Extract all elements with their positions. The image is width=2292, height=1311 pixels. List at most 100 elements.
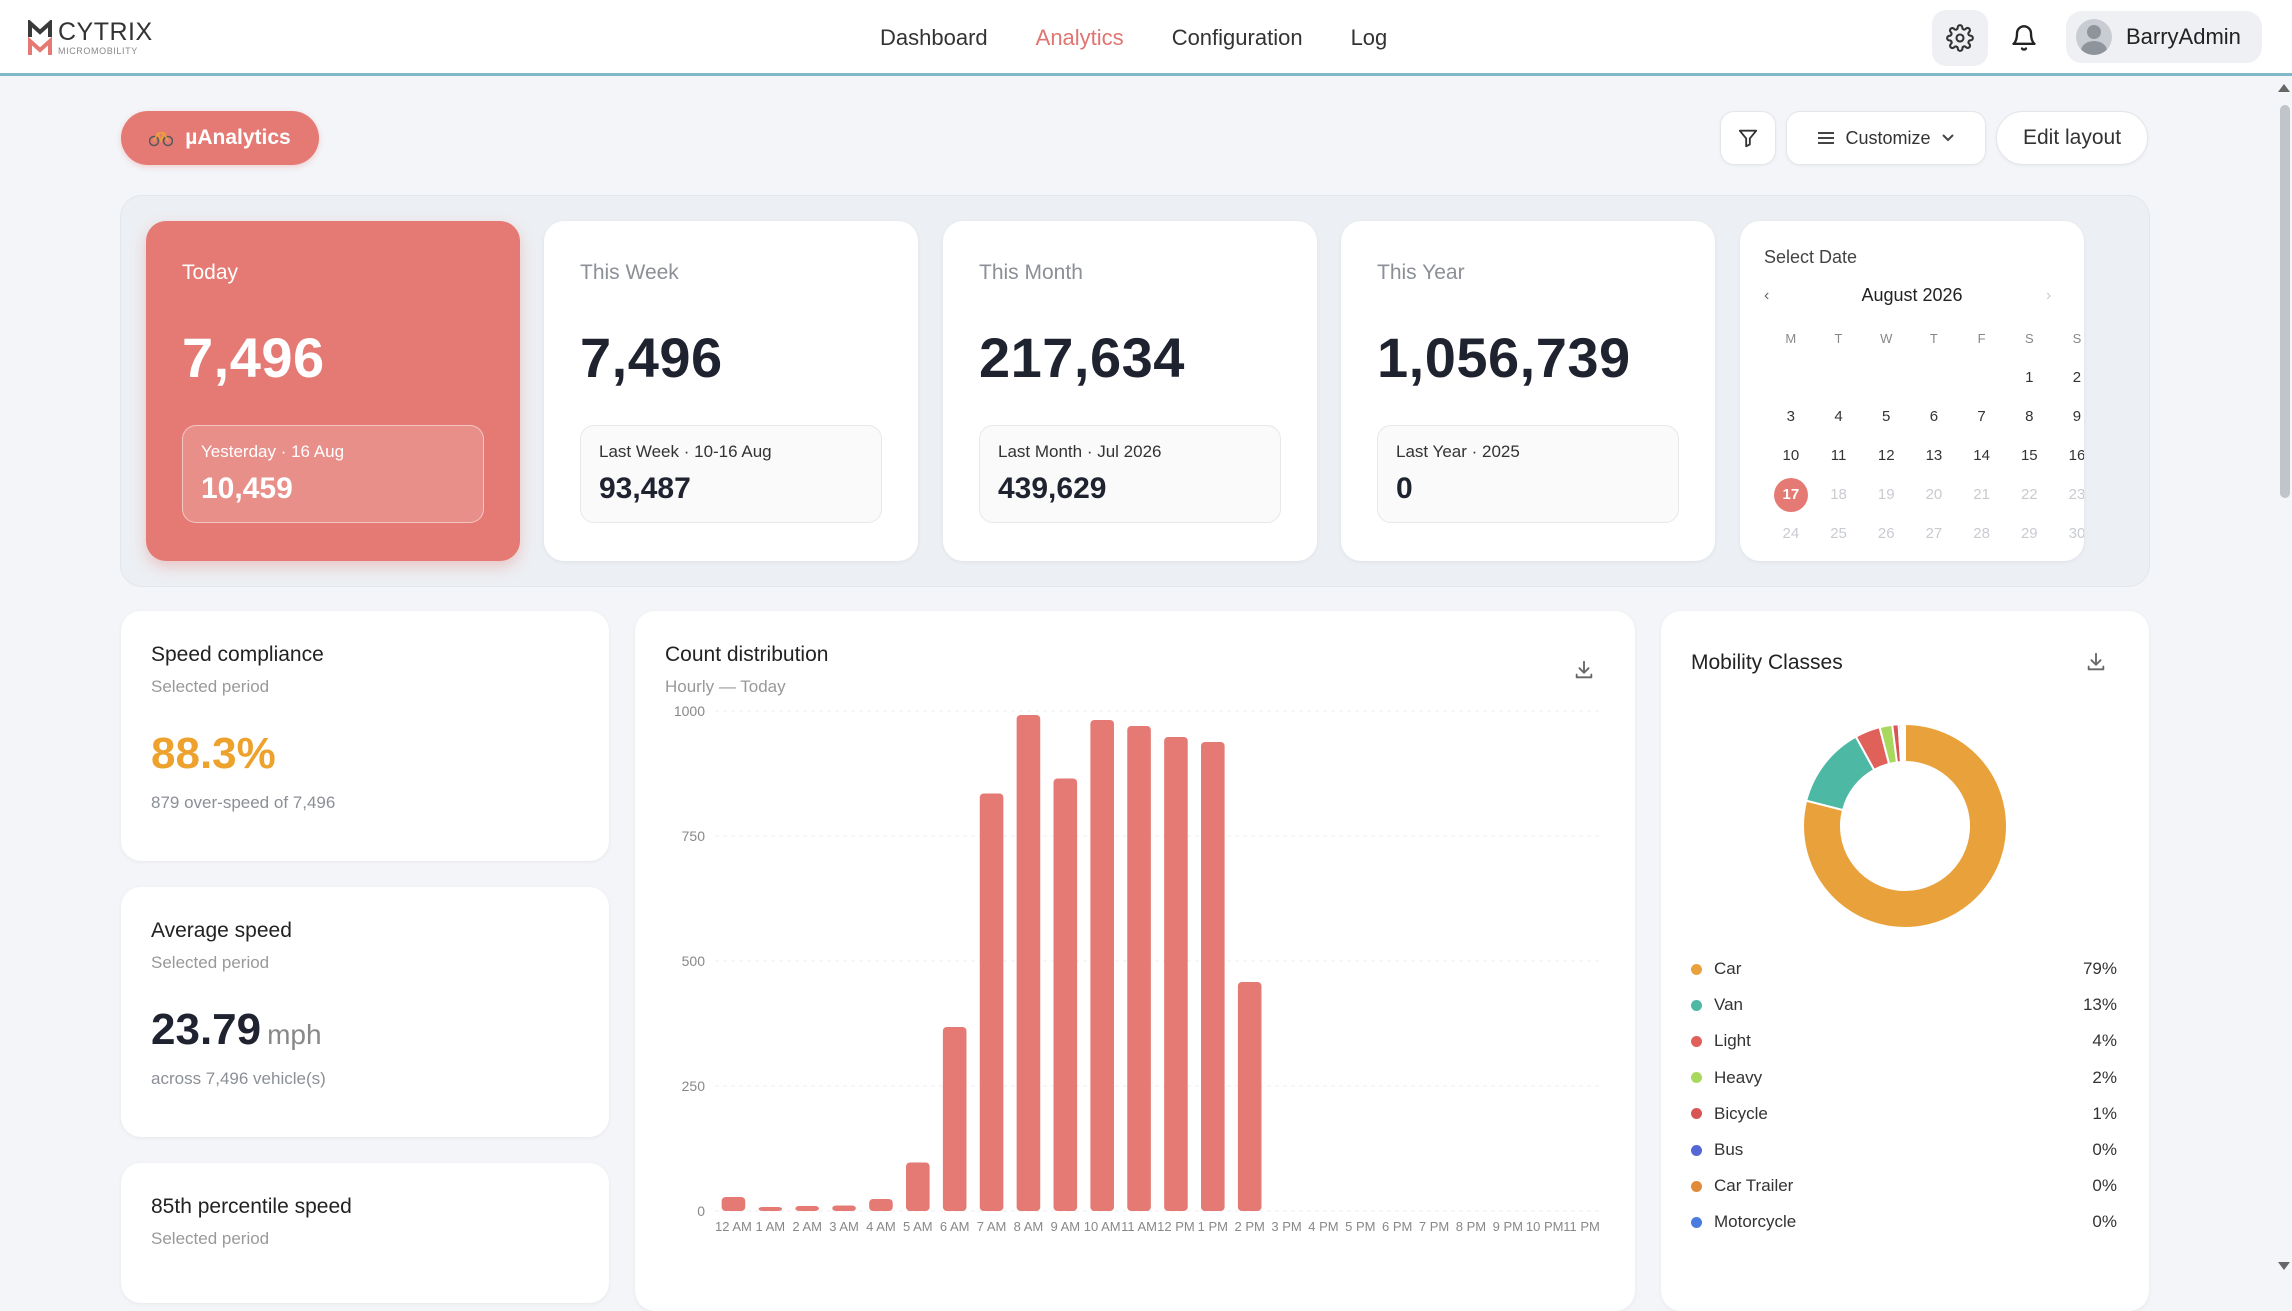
scrollbar-thumb[interactable] xyxy=(2280,105,2290,498)
gear-icon xyxy=(1946,24,1974,52)
calendar-day-number: 11 xyxy=(1830,447,1847,464)
brand-logo[interactable]: CYTRIX MICROMOBILITY xyxy=(28,18,153,58)
kpi-value: 7,496 xyxy=(580,326,723,389)
calendar-day-number: 1 xyxy=(2025,369,2034,386)
legend-swatch xyxy=(1691,1180,1702,1192)
kpi-week-card[interactable]: This Week 7,496 Last Week · 10-16 Aug 93… xyxy=(544,221,918,561)
legend-swatch xyxy=(1691,963,1702,975)
user-menu[interactable]: BarryAdmin xyxy=(2066,11,2262,63)
chevron-left-icon[interactable]: ‹ xyxy=(1764,287,1770,304)
calendar-day[interactable]: 2 xyxy=(2053,369,2084,386)
legend-item[interactable]: Van 13% xyxy=(1691,987,2117,1023)
nav-analytics[interactable]: Analytics xyxy=(1035,25,1124,50)
calendar-day: 25 xyxy=(1815,525,1863,542)
kpi-comparison: Last Year · 2025 0 xyxy=(1377,425,1679,523)
x-tick-label: 1 PM xyxy=(1198,1219,1228,1234)
kpi-comparison-label: Last Year · 2025 xyxy=(1396,442,1520,461)
legend-item[interactable]: Car 79% xyxy=(1691,951,2117,987)
weekday-label: S xyxy=(2072,330,2082,346)
kpi-year-card[interactable]: This Year 1,056,739 Last Year · 2025 0 xyxy=(1341,221,1715,561)
legend-item[interactable]: Car Trailer 0% xyxy=(1691,1168,2117,1204)
calendar-day[interactable]: 14 xyxy=(1958,447,2006,464)
scroll-up-arrow-icon[interactable] xyxy=(2278,84,2290,92)
legend-label: Van xyxy=(1714,995,1743,1015)
legend-percent: 0% xyxy=(2092,1212,2117,1232)
legend-item[interactable]: Motorcycle 0% xyxy=(1691,1204,2117,1240)
kpi-comparison-label: Last Month · Jul 2026 xyxy=(998,442,1162,461)
calendar-day[interactable]: 16 xyxy=(2053,447,2084,464)
calendar-day-number: 7 xyxy=(1977,408,1986,425)
donut-slice[interactable] xyxy=(1802,722,2008,929)
legend-label: Heavy xyxy=(1714,1067,1763,1087)
mobility-legend: Car 79% Van 13% Light 4% Heavy 2% Bicycle 1% Bus 0%… xyxy=(1691,951,2117,1241)
calendar-day[interactable]: 7 xyxy=(1958,408,2006,425)
settings-button[interactable] xyxy=(1932,10,1988,66)
top-nav: CYTRIX MICROMOBILITY Dashboard Analytics… xyxy=(0,0,2292,76)
analytics-pill[interactable]: µAnalytics xyxy=(121,111,319,165)
calendar-day-number: 25 xyxy=(1830,525,1847,542)
weekday-label: M xyxy=(1785,330,1797,346)
calendar-day[interactable]: 11 xyxy=(1815,447,1863,464)
bar xyxy=(942,1027,967,1211)
kpi-comparison-value: 93,487 xyxy=(599,472,691,505)
mobility-donut-chart xyxy=(1802,722,2008,929)
nav-configuration[interactable]: Configuration xyxy=(1171,25,1303,50)
legend-percent: 0% xyxy=(2092,1176,2117,1196)
brand-name: CYTRIX xyxy=(58,18,153,46)
x-tick-label: 12 AM xyxy=(715,1219,752,1234)
kpi-comparison-value: 10,459 xyxy=(201,472,293,505)
x-tick-label: 10 PM xyxy=(1526,1219,1564,1234)
card-subtitle: Selected period xyxy=(151,677,270,696)
calendar-day[interactable]: 1 xyxy=(2005,369,2053,386)
calendar-day-selected[interactable]: 17 xyxy=(1767,477,1815,512)
count-distribution-card: Count distribution Hourly — Today 0 250 50… xyxy=(635,611,1635,1311)
donut-slice[interactable] xyxy=(1902,722,1906,764)
nav-dashboard[interactable]: Dashboard xyxy=(880,25,988,50)
date-picker-title: Select Date xyxy=(1764,247,1858,267)
filter-button[interactable] xyxy=(1720,111,1776,165)
nav-log[interactable]: Log xyxy=(1350,25,1388,50)
calendar-day-number: 21 xyxy=(1973,486,1990,503)
download-icon[interactable] xyxy=(1573,659,1595,681)
legend-swatch xyxy=(1691,999,1702,1011)
scroll-down-arrow-icon[interactable] xyxy=(2278,1262,2290,1270)
card-subtitle: Hourly — Today xyxy=(665,677,786,696)
calendar-day-number: 30 xyxy=(2068,525,2084,542)
legend-item[interactable]: Bus 0% xyxy=(1691,1132,2117,1168)
bar xyxy=(1237,982,1262,1211)
customize-button[interactable]: Customize xyxy=(1786,111,1986,165)
calendar-day[interactable]: 13 xyxy=(1910,447,1958,464)
kpi-today-card[interactable]: Today 7,496 Yesterday · 16 Aug 10,459 xyxy=(146,221,520,561)
legend-item[interactable]: Heavy 2% xyxy=(1691,1060,2117,1096)
calendar-day[interactable]: 12 xyxy=(1862,447,1910,464)
x-tick-label: 4 PM xyxy=(1308,1219,1338,1234)
kpi-label: This Year xyxy=(1377,261,1465,284)
calendar-day-number: 15 xyxy=(2020,447,2038,464)
calendar-day[interactable]: 9 xyxy=(2053,408,2084,425)
calendar-day[interactable]: 8 xyxy=(2005,408,2053,425)
bar xyxy=(1053,778,1078,1211)
calendar-day[interactable]: 3 xyxy=(1767,408,1815,425)
x-tick-label: 7 AM xyxy=(977,1219,1007,1234)
download-icon[interactable] xyxy=(2085,651,2107,673)
kpi-month-card[interactable]: This Month 217,634 Last Month · Jul 2026… xyxy=(943,221,1317,561)
calendar-day-number: 10 xyxy=(1782,447,1800,464)
calendar-day[interactable]: 5 xyxy=(1862,408,1910,425)
bar xyxy=(832,1205,856,1211)
calendar-day[interactable]: 6 xyxy=(1910,408,1958,425)
calendar-grid: M T W T F S S 1 2 3 4 5 6 7 8 9 10 11 12 13 14 15 16 17 18 19 20 21… xyxy=(1767,319,2084,561)
chevron-right-icon[interactable]: › xyxy=(2046,287,2052,304)
bar xyxy=(758,1207,783,1211)
legend-item[interactable]: Bicycle 1% xyxy=(1691,1096,2117,1132)
x-tick-label: 3 PM xyxy=(1271,1219,1301,1234)
edit-layout-button[interactable]: Edit layout xyxy=(1996,111,2148,165)
calendar-day[interactable]: 10 xyxy=(1767,447,1815,464)
calendar-day[interactable]: 15 xyxy=(2005,447,2053,464)
user-name: BarryAdmin xyxy=(2126,24,2241,49)
x-tick-label: 1 AM xyxy=(756,1219,786,1234)
notifications-button[interactable] xyxy=(1996,10,2052,66)
calendar-day[interactable]: 4 xyxy=(1815,408,1863,425)
legend-item[interactable]: Light 4% xyxy=(1691,1023,2117,1059)
card-title: 85th percentile speed xyxy=(151,1195,352,1218)
